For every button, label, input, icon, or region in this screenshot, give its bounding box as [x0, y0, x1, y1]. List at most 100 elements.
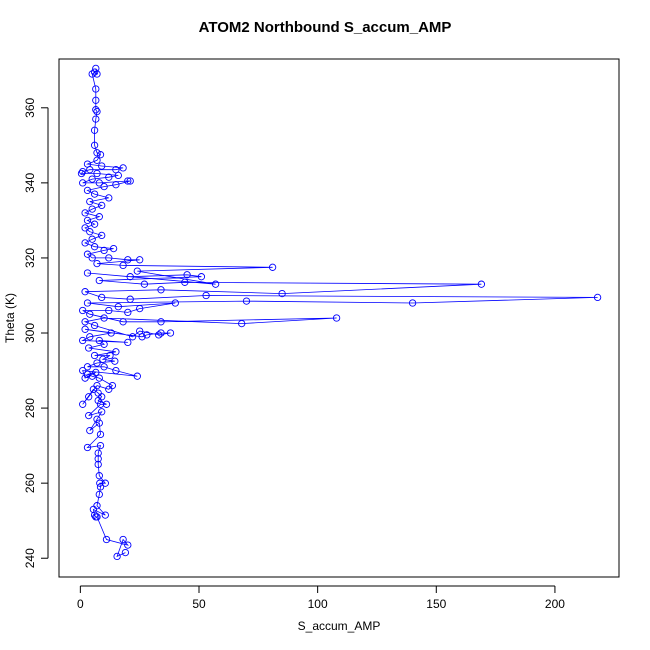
data-point: [81, 224, 89, 232]
data-point: [93, 415, 101, 423]
data-point: [86, 228, 94, 236]
data-point: [124, 308, 132, 317]
data-point: [83, 443, 92, 452]
data-point: [133, 372, 141, 380]
data-point: [85, 393, 93, 401]
data-point: [124, 541, 132, 549]
data-point: [98, 201, 106, 210]
data-point: [77, 169, 86, 178]
data-point: [96, 441, 105, 450]
data-point: [106, 351, 114, 360]
data-point: [86, 310, 94, 318]
data-point: [95, 374, 103, 382]
data-point: [90, 220, 99, 228]
data-point: [81, 209, 89, 217]
x-tick-label: 50: [192, 597, 206, 611]
data-point: [105, 306, 113, 315]
data-point: [136, 327, 144, 335]
data-point: [83, 186, 92, 195]
y-tick-label: 260: [23, 473, 37, 493]
data-point: [83, 370, 92, 378]
data-point: [92, 513, 100, 521]
data-point: [86, 333, 94, 341]
data-point: [88, 254, 96, 262]
data-point: [92, 115, 100, 123]
data-point: [79, 167, 87, 176]
data-point: [93, 149, 101, 157]
data-point: [94, 449, 102, 457]
data-point: [126, 273, 134, 281]
y-axis-label: Theta (K): [3, 293, 17, 343]
data-point: [95, 179, 103, 187]
data-point: [93, 169, 101, 178]
data-point: [238, 319, 246, 328]
data-point: [79, 306, 87, 315]
data-point: [183, 271, 191, 279]
data-point: [100, 314, 108, 322]
x-tick-label: 0: [77, 597, 84, 611]
data-point: [268, 263, 277, 271]
data-point: [98, 408, 106, 416]
data-point: [90, 351, 99, 360]
data-point: [88, 235, 96, 243]
data-point: [83, 363, 92, 371]
x-tick-label: 200: [545, 597, 565, 611]
y-tick-label: 280: [23, 398, 37, 418]
data-point: [92, 368, 100, 377]
data-point: [102, 400, 111, 408]
data-point: [88, 70, 96, 78]
data-point: [100, 246, 108, 255]
x-axis: 0 50 100 150 200: [77, 585, 565, 611]
chart-title: ATOM2 Northbound S_accum_AMP: [198, 19, 452, 36]
data-point: [88, 175, 96, 183]
data-point: [113, 552, 121, 561]
data-point: [93, 70, 101, 78]
data-point: [90, 243, 99, 251]
data-point: [92, 96, 100, 104]
data-point: [83, 269, 92, 277]
data-point: [128, 333, 137, 341]
data-point: [119, 261, 127, 270]
data-point: [140, 280, 149, 288]
data-point: [99, 355, 107, 363]
data-point: [95, 213, 103, 221]
y-tick-label: 240: [23, 548, 37, 568]
data-point: [93, 502, 101, 510]
data-point: [90, 321, 99, 330]
data-point: [408, 299, 417, 307]
data-point: [105, 254, 113, 262]
data-point: [93, 107, 101, 116]
data-point: [79, 400, 87, 408]
plot-frame: [58, 58, 620, 578]
y-tick-label: 340: [23, 173, 37, 193]
data-point: [98, 231, 106, 240]
data-point: [143, 331, 151, 339]
data-point: [126, 177, 134, 185]
y-tick-label: 360: [23, 97, 37, 117]
data-point: [278, 289, 286, 298]
data-point: [93, 359, 101, 367]
data-point: [79, 179, 87, 187]
x-axis-label: S_accum_AMP: [298, 619, 381, 633]
data-point: [107, 329, 115, 337]
data-point: [119, 318, 127, 326]
data-point: [93, 259, 101, 268]
data-point: [79, 366, 87, 375]
data-point: [109, 244, 118, 253]
data-point: [242, 297, 251, 305]
y-tick-label: 320: [23, 248, 37, 268]
data-point: [121, 548, 130, 557]
data-point: [90, 68, 99, 76]
x-tick-label: 100: [308, 597, 328, 611]
data-point: [92, 106, 100, 114]
data-point: [94, 455, 102, 463]
data-point: [83, 216, 92, 225]
data-point: [83, 160, 92, 168]
y-axis: 240 260 280 300 320 340 360: [23, 97, 49, 568]
data-point: [477, 280, 486, 288]
data-point: [112, 166, 120, 174]
data-point: [85, 344, 93, 352]
data-point: [181, 278, 189, 286]
data-point: [95, 472, 103, 480]
